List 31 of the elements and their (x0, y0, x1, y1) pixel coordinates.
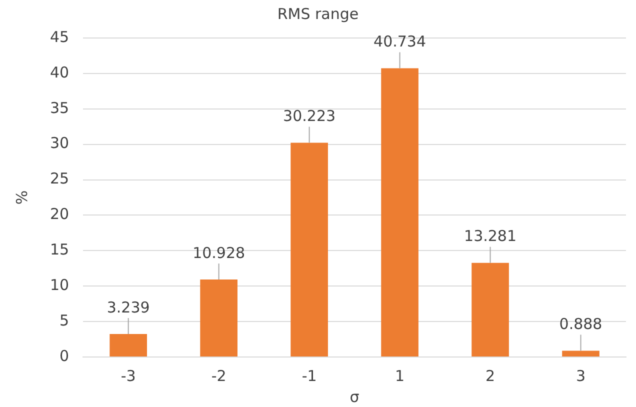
data-label: 13.281 (464, 227, 517, 246)
data-label: 40.734 (374, 32, 426, 51)
y-tick-label: 25 (50, 170, 70, 188)
y-tick-label: 5 (60, 311, 70, 330)
data-label: 10.928 (192, 244, 246, 262)
y-tick-label: 15 (50, 240, 70, 259)
x-tick-label: 3 (576, 366, 586, 385)
bar (290, 142, 328, 356)
y-axis-title: % (12, 190, 31, 205)
chart-title: RMS range (277, 4, 359, 23)
y-tick-label: 0 (60, 346, 70, 365)
data-label: 30.223 (283, 107, 336, 126)
y-tick-label: 20 (50, 205, 70, 224)
x-axis-title: σ (350, 388, 360, 406)
y-tick-label: 35 (50, 98, 70, 117)
data-label: 0.888 (559, 315, 602, 334)
bar (562, 350, 600, 356)
x-tick-label: 2 (486, 366, 496, 385)
y-tick-label: 45 (50, 28, 70, 46)
y-tick-label: 40 (50, 63, 70, 82)
y-tick-label: 10 (50, 276, 70, 294)
y-tick-label: 30 (50, 134, 70, 152)
x-tick-label: -3 (120, 366, 136, 385)
bar (381, 68, 418, 356)
bar (110, 334, 147, 356)
x-tick-label: -2 (211, 366, 226, 385)
bar (200, 280, 238, 356)
data-label: 3.239 (106, 298, 150, 316)
x-tick-label: -1 (302, 366, 317, 385)
x-tick-label: 1 (395, 366, 405, 385)
bar (472, 262, 509, 356)
